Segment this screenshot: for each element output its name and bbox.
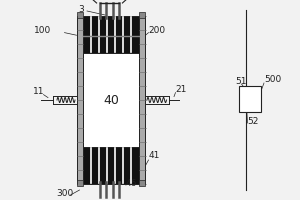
Bar <box>83 53 139 147</box>
Text: 11: 11 <box>33 87 44 96</box>
Text: 200: 200 <box>148 26 166 35</box>
Text: 500: 500 <box>264 75 281 84</box>
Text: 52: 52 <box>248 117 259 126</box>
Text: 46: 46 <box>126 179 137 188</box>
Bar <box>76 12 83 18</box>
Bar <box>238 86 261 112</box>
Bar <box>83 147 139 184</box>
Text: 3: 3 <box>78 5 84 14</box>
Text: 300: 300 <box>56 189 73 198</box>
Bar <box>83 16 139 53</box>
Bar <box>139 16 146 184</box>
Bar <box>76 16 83 184</box>
Bar <box>139 180 146 186</box>
Text: 40: 40 <box>103 94 119 106</box>
Bar <box>139 12 146 18</box>
Text: 51: 51 <box>236 77 247 86</box>
Text: 21: 21 <box>176 85 187 94</box>
Bar <box>76 180 83 186</box>
Text: 100: 100 <box>34 26 51 35</box>
Text: 41: 41 <box>148 151 160 160</box>
